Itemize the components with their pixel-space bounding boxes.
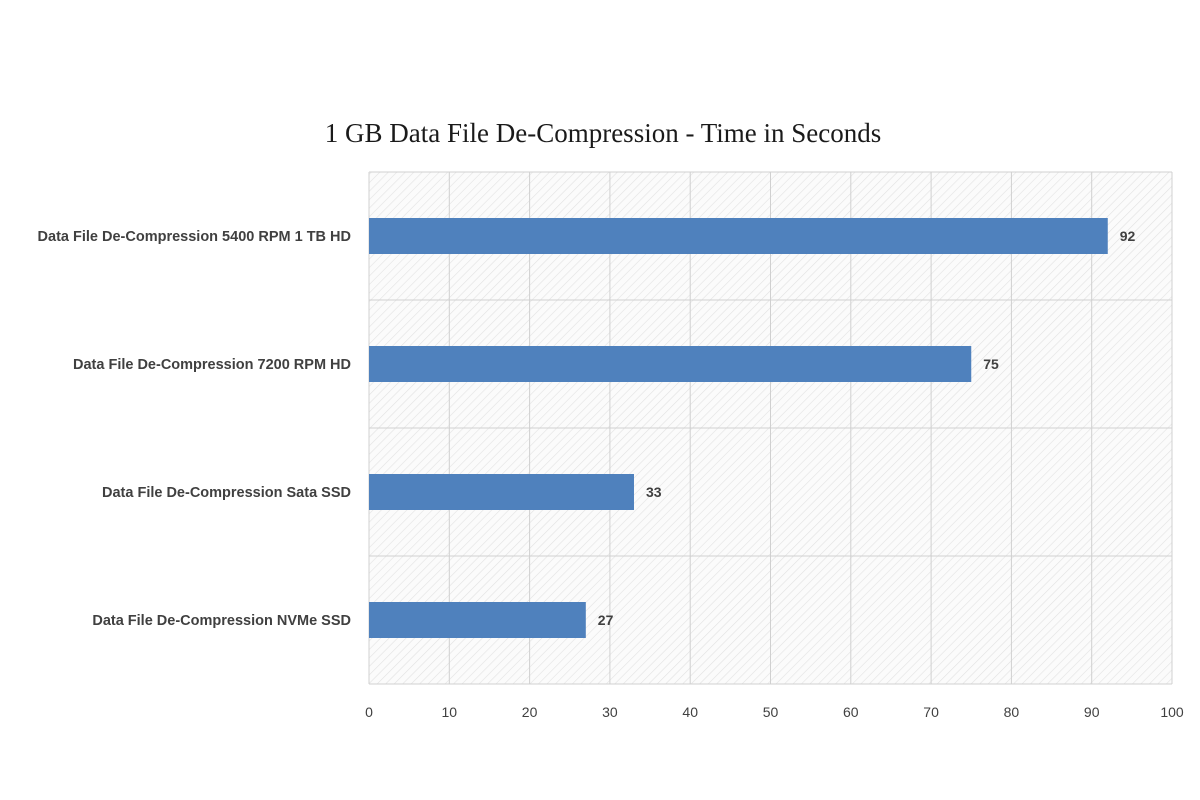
x-tick-label: 20 <box>522 704 538 720</box>
data-label: 75 <box>983 356 999 372</box>
x-tick-label: 0 <box>365 704 373 720</box>
data-label: 33 <box>646 484 662 500</box>
x-tick-label: 100 <box>1160 704 1184 720</box>
bars <box>369 218 1108 638</box>
bar <box>369 602 586 638</box>
bar <box>369 346 972 382</box>
category-label: Data File De-Compression 7200 RPM HD <box>73 357 351 373</box>
category-label: Data File De-Compression NVMe SSD <box>92 613 351 629</box>
x-tick-label: 30 <box>602 704 618 720</box>
grid-lines <box>368 171 1173 685</box>
x-tick-label: 60 <box>843 704 859 720</box>
category-label: Data File De-Compression 5400 RPM 1 TB H… <box>38 229 351 245</box>
x-tick-label: 90 <box>1084 704 1100 720</box>
x-tick-label: 10 <box>442 704 458 720</box>
category-label: Data File De-Compression Sata SSD <box>102 485 351 501</box>
x-tick-label: 50 <box>763 704 779 720</box>
x-tick-label: 40 <box>682 704 698 720</box>
chart-title: 1 GB Data File De-Compression - Time in … <box>325 118 881 148</box>
x-tick-label: 80 <box>1004 704 1020 720</box>
labels: 0 10 20 30 40 50 60 70 80 90 100 Data File De-Compr… <box>38 228 1184 720</box>
x-tick-label: 70 <box>923 704 939 720</box>
bar <box>369 218 1108 254</box>
data-label: 92 <box>1120 228 1136 244</box>
bar <box>369 474 634 510</box>
data-label: 27 <box>598 612 614 628</box>
